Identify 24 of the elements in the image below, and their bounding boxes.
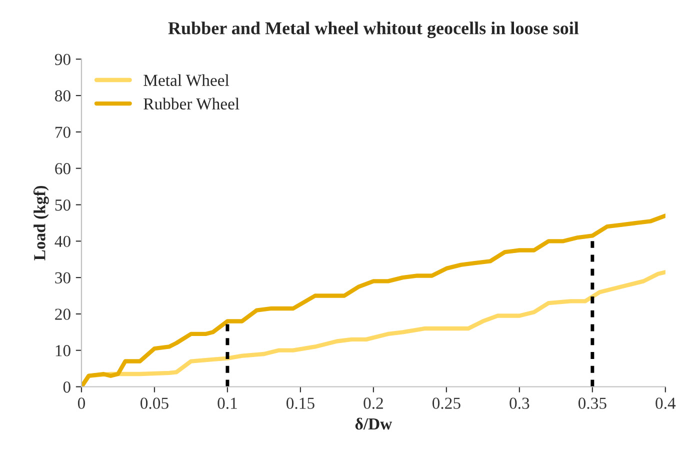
- y-tick-label: 60: [55, 163, 70, 174]
- x-tick-label: 0.15: [286, 398, 314, 409]
- x-tick-label: 0.05: [140, 398, 168, 409]
- y-tick-label: 90: [54, 54, 70, 66]
- x-axis-title: δ/Dw: [355, 418, 392, 430]
- y-tick-label: 50: [55, 199, 70, 211]
- y-tick-label: 80: [55, 90, 70, 102]
- y-tick-label: 30: [55, 272, 70, 284]
- chart-title: Rubber and Metal wheel whitout geocells in loose soil: [168, 22, 579, 38]
- x-tick-label: 0.3: [510, 398, 530, 409]
- x-tick-label: 0.4: [656, 398, 676, 409]
- x-tick-label: 0.1: [218, 398, 237, 409]
- y-tick-label: 0: [63, 381, 70, 393]
- x-tick-label: 0: [78, 398, 86, 409]
- y-tick-label: 10: [56, 345, 70, 356]
- y-tick-label: 70: [55, 126, 70, 138]
- x-tick-label: 0.25: [432, 398, 460, 409]
- y-tick-label: 40: [54, 236, 70, 248]
- legend-label: Rubber Wheel: [144, 98, 240, 110]
- x-tick-label: 0.35: [578, 398, 606, 409]
- y-axis-title: Load (kgf): [33, 186, 49, 260]
- y-tick-label: 20: [55, 308, 70, 320]
- legend-label: Metal Wheel: [144, 74, 230, 86]
- x-tick-label: 0.2: [364, 398, 383, 409]
